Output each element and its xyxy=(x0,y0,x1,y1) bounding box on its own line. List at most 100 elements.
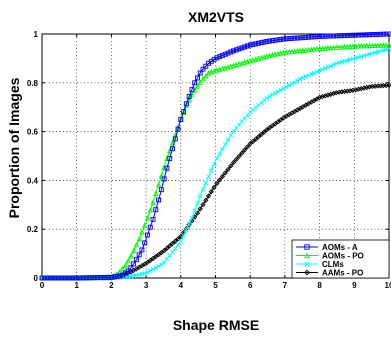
data-point xyxy=(256,40,261,46)
data-point xyxy=(125,268,131,274)
data-point xyxy=(150,266,156,272)
data-point xyxy=(380,42,387,48)
data-point xyxy=(119,265,126,272)
data-point xyxy=(195,201,200,206)
data-point xyxy=(367,32,373,38)
data-point xyxy=(292,79,297,85)
data-point xyxy=(297,35,303,41)
data-point xyxy=(378,31,384,37)
data-point xyxy=(258,131,264,138)
data-point xyxy=(333,61,339,66)
data-point xyxy=(242,44,248,50)
data-point xyxy=(214,180,220,187)
data-point xyxy=(358,42,364,49)
data-point xyxy=(300,35,306,41)
data-point xyxy=(253,136,259,142)
data-point xyxy=(222,51,228,57)
data-point xyxy=(161,260,167,265)
data-point xyxy=(47,275,53,281)
data-point xyxy=(267,38,273,44)
data-point xyxy=(175,242,181,248)
data-point xyxy=(386,41,391,48)
data-point xyxy=(339,44,345,50)
data-point xyxy=(95,275,100,281)
data-point xyxy=(203,197,209,203)
data-point xyxy=(236,153,242,159)
data-point xyxy=(375,49,381,55)
data-point xyxy=(219,53,225,58)
data-point xyxy=(361,53,367,58)
x-tick-label: 5 xyxy=(213,281,218,290)
data-point xyxy=(178,233,184,240)
data-point xyxy=(286,36,292,42)
data-point xyxy=(369,42,376,49)
data-point xyxy=(295,78,300,83)
data-point xyxy=(367,51,372,57)
data-point xyxy=(286,83,292,88)
data-point xyxy=(225,137,231,143)
data-point xyxy=(75,275,81,281)
data-point xyxy=(108,274,114,280)
data-point xyxy=(375,31,381,37)
data-point xyxy=(61,275,67,281)
data-point xyxy=(336,60,342,66)
data-point xyxy=(170,146,175,152)
data-point xyxy=(58,275,64,281)
data-point xyxy=(211,184,217,191)
data-point xyxy=(170,249,175,255)
data-point xyxy=(372,42,378,48)
data-point xyxy=(328,33,334,39)
data-point xyxy=(386,82,391,88)
data-point xyxy=(45,275,51,281)
data-point xyxy=(297,76,303,82)
data-point xyxy=(239,45,245,51)
data-point xyxy=(255,134,262,140)
data-point xyxy=(244,144,251,150)
data-point xyxy=(209,168,214,173)
data-point xyxy=(147,207,153,213)
data-point xyxy=(200,66,206,72)
data-point xyxy=(275,89,281,94)
data-point xyxy=(358,32,364,38)
data-point xyxy=(275,119,281,125)
data-point xyxy=(278,37,284,42)
data-point xyxy=(214,55,220,61)
data-point xyxy=(139,247,145,253)
x-tick-label: 9 xyxy=(352,281,357,290)
data-point xyxy=(336,44,342,50)
data-point xyxy=(200,187,206,192)
data-point xyxy=(100,274,106,280)
data-point xyxy=(261,129,267,135)
y-tick-label: 0.4 xyxy=(27,176,39,185)
data-point xyxy=(369,32,375,38)
data-point xyxy=(164,165,170,171)
data-point xyxy=(317,68,322,73)
data-point xyxy=(139,229,145,235)
x-tick-label: 7 xyxy=(283,281,288,290)
data-point xyxy=(264,127,270,133)
data-point xyxy=(205,193,212,199)
data-point xyxy=(306,34,311,40)
data-point xyxy=(286,48,292,55)
data-point xyxy=(361,42,367,49)
data-point xyxy=(53,275,59,281)
x-tick-label: 1 xyxy=(74,281,79,290)
data-point xyxy=(92,275,98,281)
data-point xyxy=(214,156,220,161)
data-point xyxy=(197,193,203,199)
data-point xyxy=(153,253,159,260)
data-point xyxy=(233,47,239,53)
data-point xyxy=(381,47,386,53)
data-point xyxy=(128,265,134,271)
data-point xyxy=(225,50,231,56)
legend-label: CLMs xyxy=(322,260,344,269)
data-point xyxy=(347,32,353,38)
data-point xyxy=(142,240,148,246)
data-point xyxy=(247,42,253,48)
data-point xyxy=(345,58,350,63)
data-point xyxy=(283,36,289,42)
data-point xyxy=(222,142,228,147)
data-point xyxy=(258,40,264,46)
